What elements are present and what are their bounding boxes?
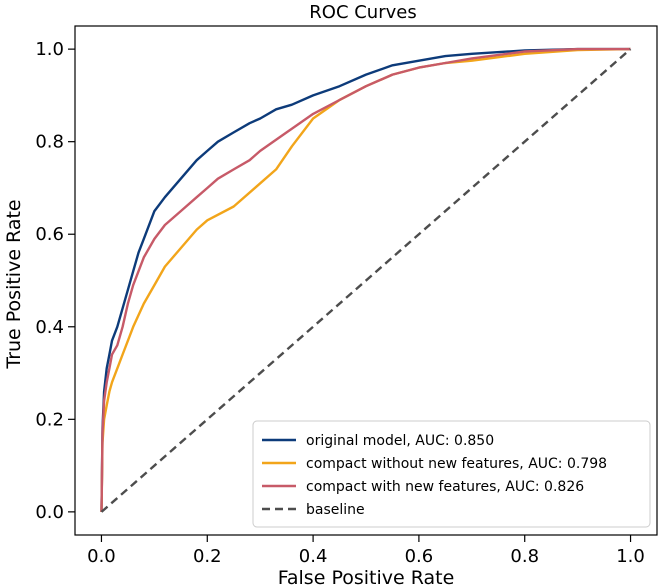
- roc-series-line-3: [100, 47, 631, 512]
- y-tick-label: 1.0: [35, 39, 64, 60]
- y-tick-label: 0.2: [35, 409, 64, 430]
- legend-label: compact without new features, AUC: 0.798: [306, 456, 607, 472]
- y-tick-label: 0.6: [35, 224, 64, 245]
- roc-series-line-1: [100, 47, 631, 512]
- legend: original model, AUC: 0.850 compact withou…: [252, 420, 651, 528]
- x-tick-label: 0.4: [299, 546, 328, 567]
- plot-frame: [74, 25, 658, 536]
- legend-box: [252, 420, 651, 528]
- legend-label: original model, AUC: 0.850: [306, 433, 494, 449]
- x-axis-ticks: 0.0 0.2 0.4 0.6 0.8 1.0: [87, 535, 645, 567]
- x-axis-label: False Positive Rate: [278, 567, 455, 588]
- y-axis-ticks: 0.0 0.2 0.4 0.6 0.8 1.0: [35, 39, 75, 523]
- legend-label: baseline: [306, 502, 365, 518]
- y-tick-label: 0.8: [35, 132, 64, 153]
- x-tick-label: 0.6: [405, 546, 434, 567]
- y-tick-label: 0.0: [35, 502, 64, 523]
- plot-lines: [100, 47, 632, 513]
- chart-title: ROC Curves: [309, 2, 416, 23]
- baseline-line: [100, 48, 632, 513]
- x-tick-label: 0.8: [510, 546, 539, 567]
- x-tick-label: 0.2: [193, 546, 222, 567]
- y-tick-label: 0.4: [35, 317, 64, 338]
- legend-label: compact with new features, AUC: 0.826: [306, 479, 584, 495]
- y-axis-label: True Positive Rate: [3, 199, 25, 369]
- x-tick-label: 0.0: [87, 546, 116, 567]
- x-tick-label: 1.0: [616, 546, 645, 567]
